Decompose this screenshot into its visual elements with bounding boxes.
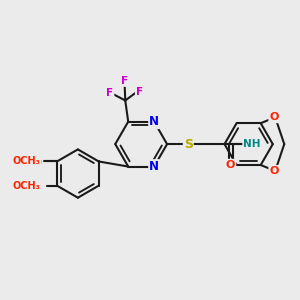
Text: N: N	[149, 115, 159, 128]
Text: NH: NH	[243, 139, 261, 149]
Text: O: O	[269, 112, 279, 122]
Text: OCH₃: OCH₃	[13, 181, 41, 190]
Text: OCH₃: OCH₃	[13, 157, 41, 166]
Text: N: N	[149, 160, 159, 173]
Text: F: F	[136, 87, 143, 97]
Text: S: S	[184, 138, 193, 151]
Text: O: O	[30, 157, 39, 166]
Text: CH₃: CH₃	[25, 157, 43, 166]
Text: O: O	[269, 166, 279, 176]
Text: F: F	[121, 76, 128, 86]
Text: F: F	[106, 88, 113, 98]
Text: O: O	[226, 160, 236, 170]
